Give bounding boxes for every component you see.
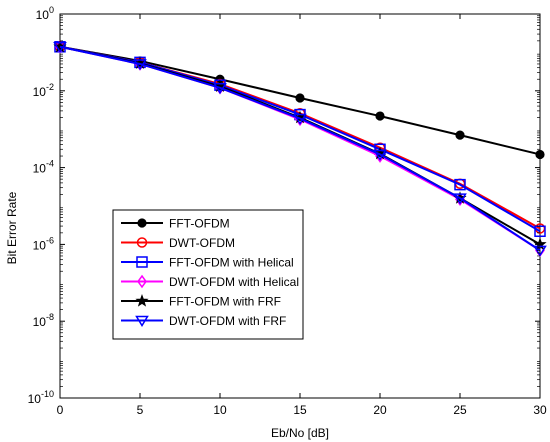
- data-point: [455, 130, 465, 140]
- legend: FFT-OFDM DWT-OFDM FFT-OFDM with Helical DWT…: [112, 209, 304, 340]
- plot-frame: [59, 13, 541, 399]
- x-tick-label: 0: [57, 403, 64, 417]
- legend-box: [112, 209, 304, 340]
- legend-label: FFT-OFDM with FRF: [169, 295, 281, 309]
- legend-swatch-marker: [135, 294, 149, 307]
- y-tick-label: 10-8: [33, 312, 54, 329]
- data-point: [133, 59, 147, 71]
- legend-swatch-marker: [137, 218, 147, 228]
- legend-entry-fft-ofdm-with-frf: FFT-OFDM with FRF: [121, 294, 281, 309]
- legend-swatch-marker: [136, 256, 148, 268]
- data-point: [53, 42, 67, 54]
- legend-label: FFT-OFDM: [169, 217, 230, 231]
- y-axis-title: Bit Error Rate: [5, 191, 19, 264]
- series-layer: [53, 39, 547, 258]
- axes: 0 5 10 15 20 25 30 10-10 10-8 10-6 10-4 10-2 100: [28, 5, 547, 417]
- y-tick-label: 10-4: [33, 159, 54, 176]
- legend-entry-fft-ofdm: FFT-OFDM: [121, 217, 230, 231]
- series-line: [59, 45, 541, 252]
- legend-label: DWT-OFDM with Helical: [169, 275, 299, 289]
- data-point: [454, 178, 466, 191]
- data-point: [293, 113, 307, 125]
- x-tick-label: 20: [373, 403, 387, 417]
- plot-area: [59, 13, 541, 399]
- legend-swatch-marker: [135, 315, 149, 327]
- legend-entry-dwt-ofdm: DWT-OFDM: [121, 236, 235, 250]
- x-tick-label: 30: [533, 403, 547, 417]
- legend-label: DWT-OFDM: [169, 236, 235, 250]
- legend-entry-dwt-ofdm-with-helical: DWT-OFDM with Helical: [121, 274, 299, 289]
- x-tick-label: 25: [453, 403, 467, 417]
- x-tick-label: 10: [213, 403, 227, 417]
- x-tick-label: 15: [293, 403, 307, 417]
- data-point: [295, 93, 305, 103]
- data-point: [213, 83, 227, 95]
- y-tick-label: 100: [36, 5, 54, 22]
- legend-label: DWT-OFDM with FRF: [169, 314, 286, 328]
- x-axis-title: Eb/No [dB]: [271, 426, 329, 440]
- y-tick-label: 10-6: [33, 235, 54, 252]
- x-tick-label: 5: [137, 403, 144, 417]
- legend-swatch-marker: [137, 274, 147, 289]
- data-point: [375, 111, 385, 121]
- legend-entry-fft-ofdm-with-helical: FFT-OFDM with Helical: [121, 256, 294, 270]
- data-point: [535, 149, 545, 160]
- legend-label: FFT-OFDM with Helical: [169, 256, 294, 270]
- data-point: [453, 193, 467, 205]
- y-tick-label: 10-2: [33, 82, 54, 99]
- y-tick-label: 10-10: [28, 389, 54, 406]
- data-point: [373, 149, 387, 161]
- legend-swatch-marker: [136, 237, 148, 248]
- legend-entry-dwt-ofdm-with-frf: DWT-OFDM with FRF: [121, 314, 286, 328]
